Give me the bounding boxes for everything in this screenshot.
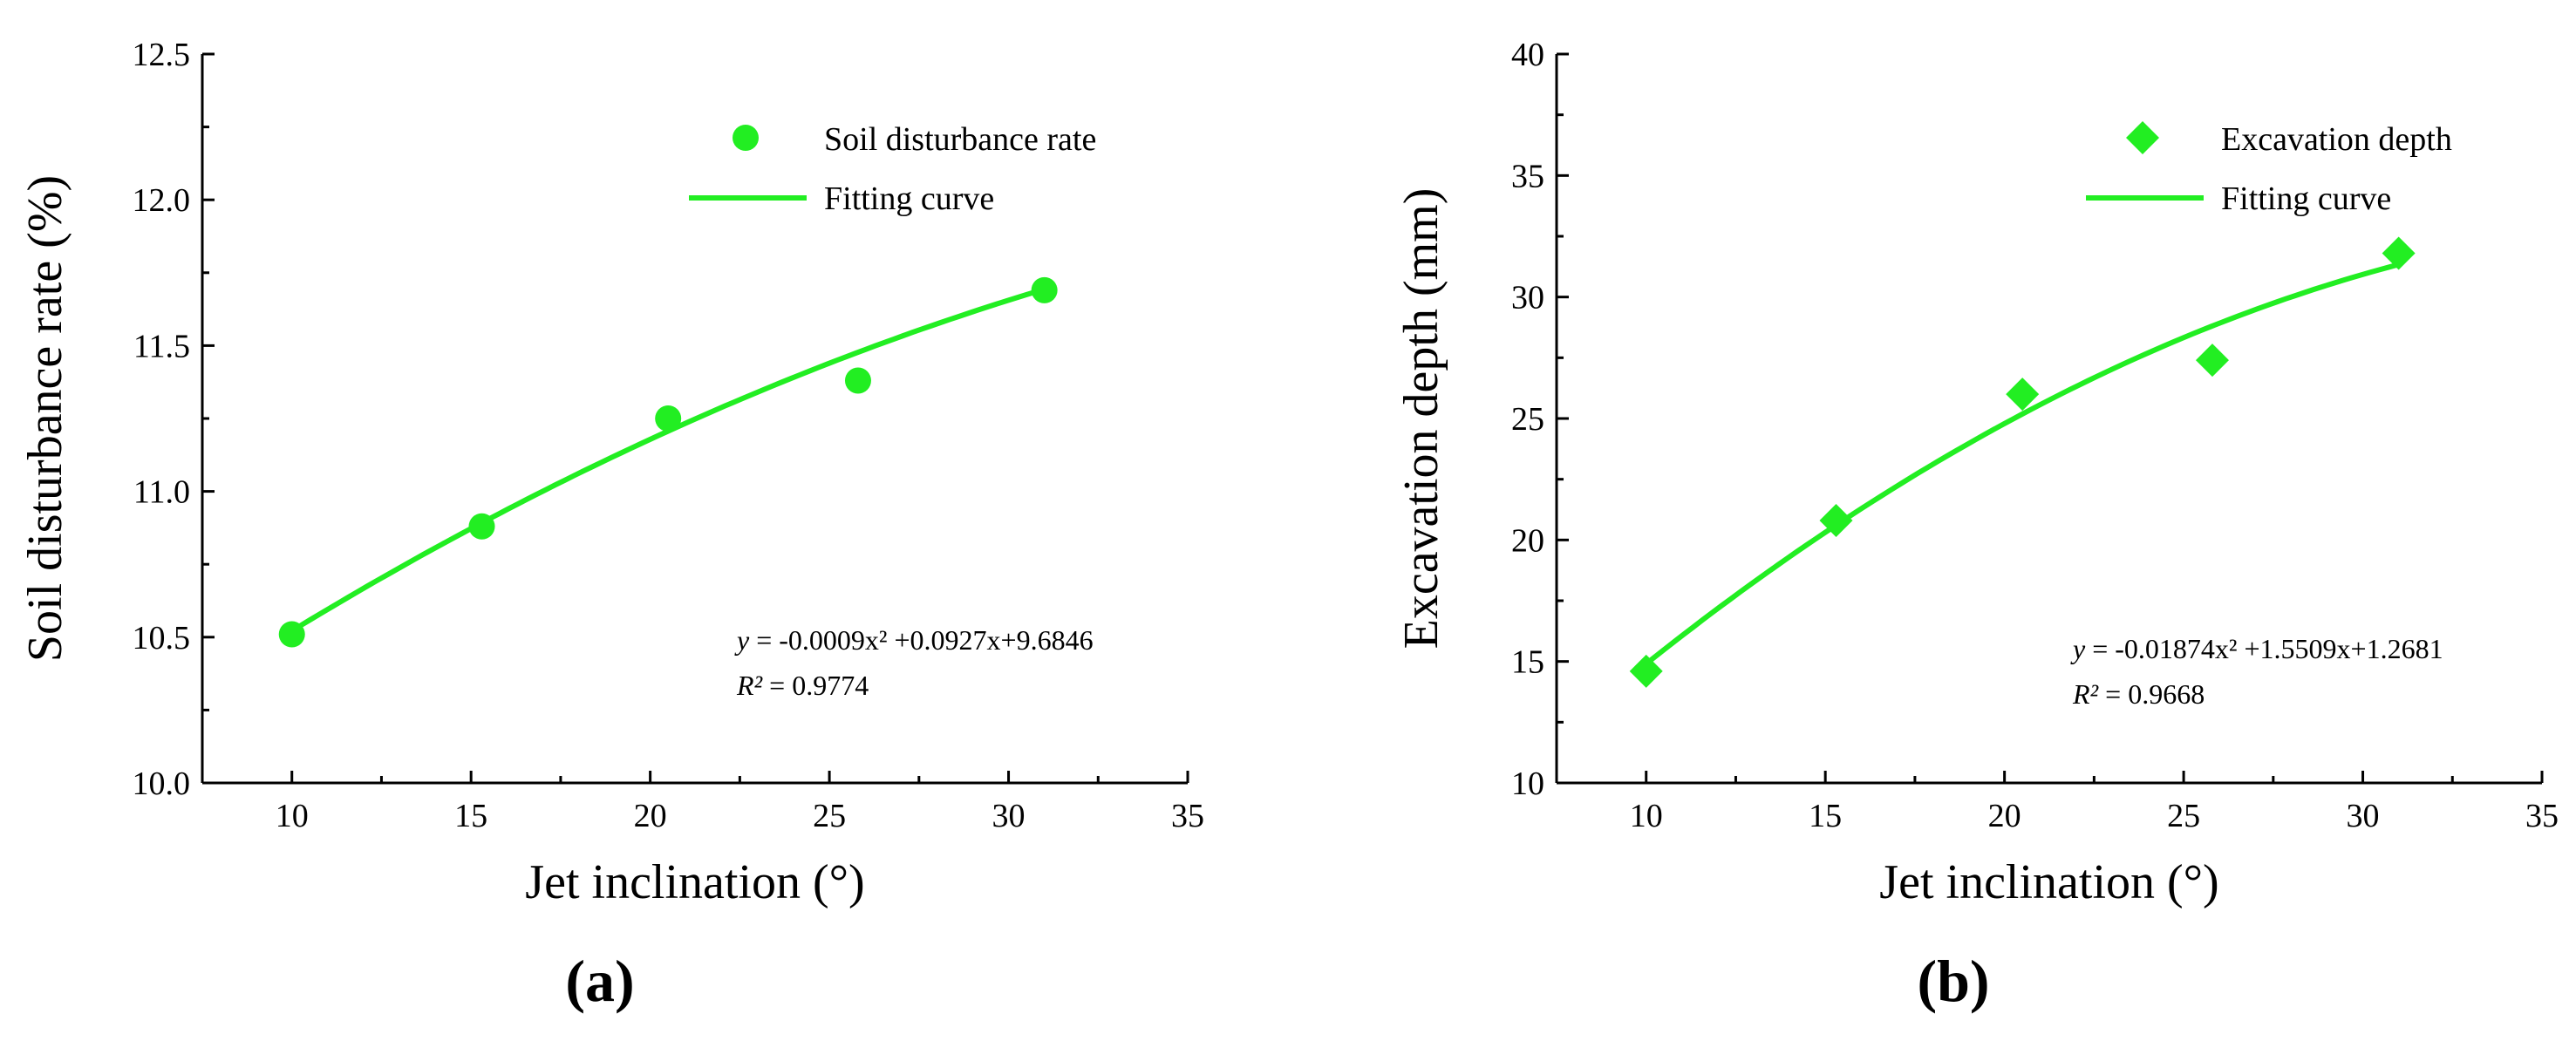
data-point [844,367,871,394]
x-tick-label: 35 [2525,798,2559,834]
panel-label: (a) [565,948,634,1014]
x-tick-label: 20 [634,798,667,834]
r-squared-var: R² [2072,678,2100,710]
data-point [2382,236,2416,270]
fit-equation-var: y [2070,633,2086,664]
x-axis-label: Jet inclination (°) [525,855,864,909]
legend-marker [733,125,759,151]
y-tick-label: 35 [1511,158,1544,194]
x-tick-label: 25 [2167,798,2200,834]
data-point [2195,344,2229,378]
y-tick-label: 10.0 [133,765,191,802]
r-squared-value: = 0.9774 [762,670,869,701]
fit-equation-body: = -0.01874x² +1.5509x+1.2681 [2085,633,2443,664]
x-axis-label: Jet inclination (°) [1879,855,2218,909]
r-squared: R² = 0.9668 [2072,678,2205,710]
fit-equation-body: = -0.0009x² +0.0927x+9.6846 [749,624,1093,656]
r-squared-value: = 0.9668 [2098,678,2205,710]
y-tick-label: 10 [1511,765,1544,802]
legend-label-fit: Fitting curve [824,180,994,217]
fitting-curve [1644,262,2400,666]
data-point [278,621,305,648]
data-point [468,513,495,540]
legend-label-series: Excavation depth [2221,121,2452,158]
y-tick-label: 20 [1511,522,1544,559]
legend-marker [2126,121,2159,154]
x-tick-label: 30 [2347,798,2380,834]
x-tick-label: 25 [813,798,846,834]
x-tick-label: 15 [454,798,487,834]
fit-equation-var: y [734,624,750,656]
panel-label: (b) [1917,948,1989,1014]
data-point [1629,654,1663,688]
legend: Excavation depth Fitting curve [2086,121,2452,217]
y-tick-label: 11.0 [133,474,190,511]
y-tick-label: 25 [1511,401,1544,438]
x-tick-label: 15 [1809,798,1842,834]
y-tick-label: 15 [1511,644,1544,681]
data-point [1031,276,1058,303]
y-axis-label: Soil disturbance rate (%) [18,175,72,662]
legend: Soil disturbance rate Fitting curve [689,121,1096,217]
legend-label-fit: Fitting curve [2221,180,2391,217]
fitting-curve [290,286,1046,634]
chart-panel-a: 10.0 10.5 11.0 11.5 12.0 12.5 10 15 20 25 30 35 Jet … [18,37,1204,1014]
y-tick-label: 11.5 [133,328,190,364]
chart-panel-b: 10 15 20 25 30 35 40 10 15 20 25 30 35 Jet inclinatio… [1394,37,2559,1014]
fit-equation: y = -0.01874x² +1.5509x+1.2681 [2070,633,2443,664]
y-tick-label: 30 [1511,280,1544,316]
legend-label-series: Soil disturbance rate [824,121,1096,158]
x-tick-label: 10 [276,798,309,834]
data-point [655,405,682,432]
x-tick-label: 10 [1630,798,1663,834]
x-tick-label: 30 [992,798,1026,834]
r-squared: R² = 0.9774 [736,670,869,701]
x-tick-label: 20 [1988,798,2021,834]
data-point [2006,378,2040,412]
y-tick-label: 12.5 [133,37,191,73]
fit-equation: y = -0.0009x² +0.0927x+9.6846 [734,624,1094,656]
y-axis-label: Excavation depth (mm) [1394,188,1448,650]
r-squared-var: R² [736,670,764,701]
y-tick-label: 12.0 [133,182,191,219]
y-tick-label: 10.5 [133,620,191,657]
data-point [1819,504,1853,538]
y-tick-label: 40 [1511,37,1544,73]
x-tick-label: 35 [1171,798,1204,834]
